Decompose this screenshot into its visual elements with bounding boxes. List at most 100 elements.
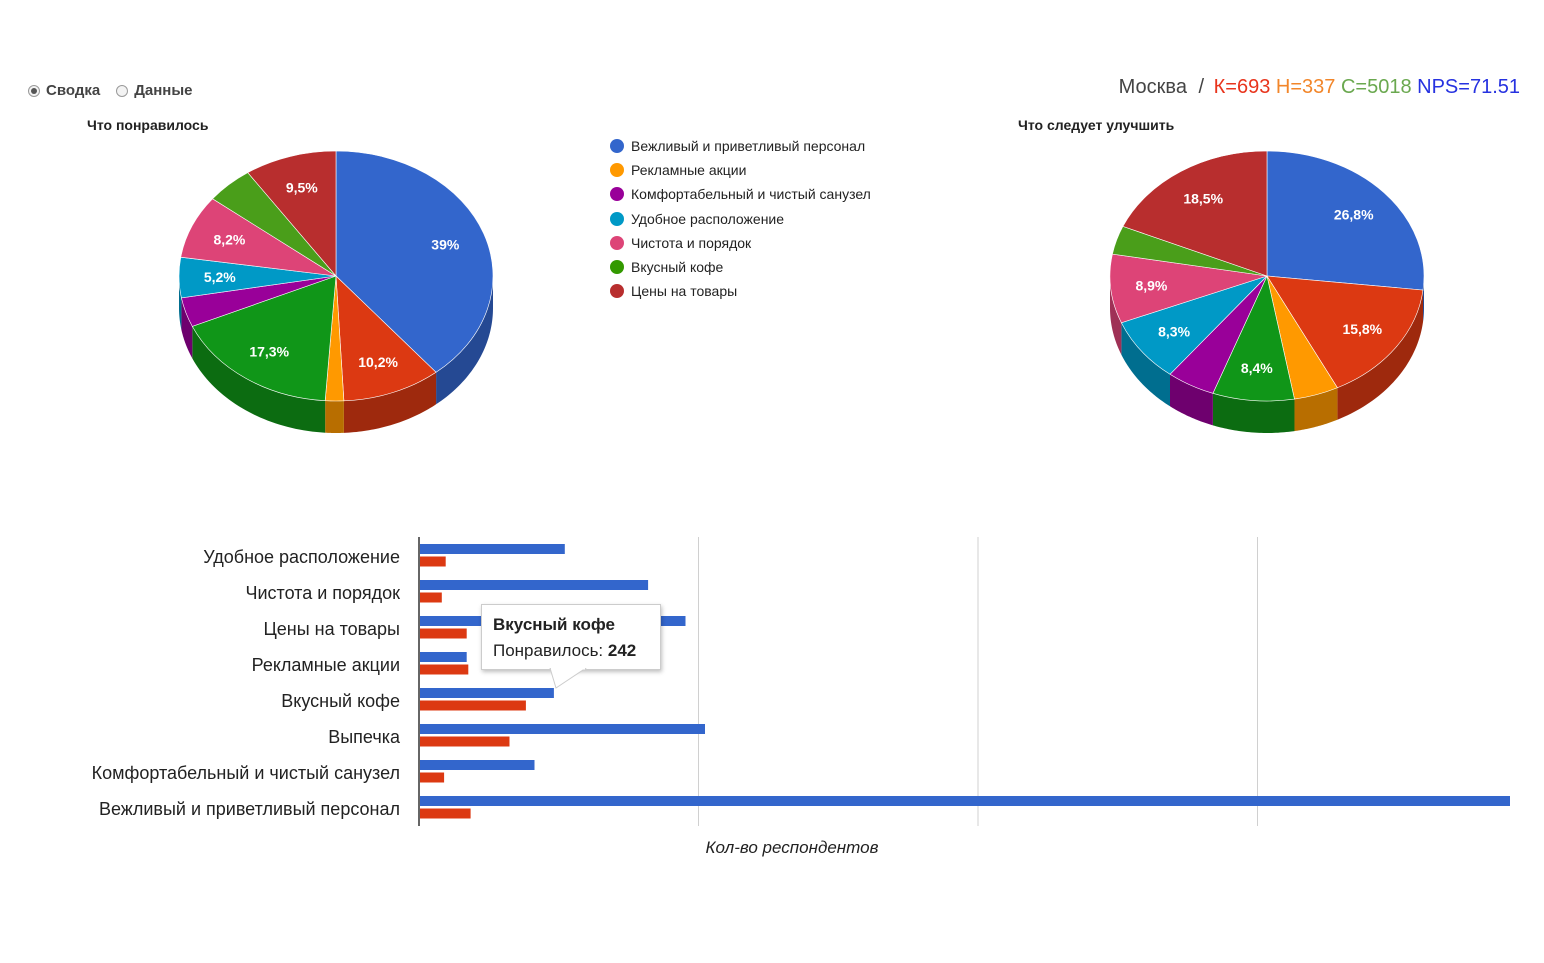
legend-label: Вкусный кофе — [631, 259, 724, 276]
radio-data[interactable]: Данные — [116, 82, 193, 99]
pie-slice-label: 17,3% — [249, 344, 289, 360]
pie-slice-label: 9,5% — [286, 180, 318, 196]
legend-item[interactable]: Комфортабельный и чистый санузел — [610, 182, 871, 206]
pie-slice-label: 8,2% — [213, 231, 245, 247]
pie-slice-side — [181, 297, 193, 359]
pie-slice-side — [325, 400, 344, 433]
bar-liked[interactable] — [420, 724, 705, 734]
tooltip-body: Понравилось: 242 — [493, 641, 660, 661]
legend-label: Комфортабельный и чистый санузел — [631, 186, 871, 203]
pie-slice-side — [1423, 276, 1424, 323]
legend-label: Чистота и порядок — [631, 234, 752, 251]
pie-slice-side — [1121, 322, 1170, 407]
bar-improve[interactable] — [420, 664, 469, 675]
bar-liked[interactable] — [420, 544, 565, 554]
legend-item[interactable]: Чистота и порядок — [610, 231, 871, 255]
pie-slice-side — [436, 276, 493, 405]
legend-item[interactable]: Вкусный кофе — [610, 255, 871, 279]
stat-k: К=693 — [1213, 76, 1271, 98]
legend-dot — [610, 235, 624, 250]
bar-category-label: Выпечка — [328, 727, 401, 747]
bar-x-axis-label: Кол-во респондентов — [706, 838, 879, 857]
pie-improve-title: Что следует улучшить — [1018, 117, 1175, 133]
bar-liked[interactable] — [420, 688, 554, 698]
pie-slice-label: 5,2% — [204, 269, 236, 285]
pie-slice-label: 15,8% — [1342, 321, 1382, 337]
pie-slice-label: 10,2% — [358, 354, 398, 370]
header-stats: Москва / К=693 Н=337 С=5018 NPS=71.51 — [1119, 76, 1520, 99]
pie-slice[interactable] — [335, 150, 494, 373]
bar-category-label: Чистота и порядок — [245, 583, 400, 603]
bar-improve[interactable] — [420, 736, 510, 747]
bar-improve[interactable] — [420, 592, 442, 603]
pie-slice-side — [1337, 290, 1423, 420]
bar-improve[interactable] — [420, 556, 446, 567]
bar-liked[interactable] — [420, 580, 649, 590]
pie-slice-label: 18,5% — [1183, 191, 1223, 207]
stat-nps: NPS=71.51 — [1417, 76, 1520, 98]
legend-dot — [610, 139, 624, 154]
bar-improve[interactable] — [420, 808, 471, 819]
bar-improve[interactable] — [420, 772, 445, 783]
stats-separator: / — [1198, 76, 1205, 98]
radio-summary-dot[interactable] — [28, 84, 40, 97]
bar-improve[interactable] — [420, 700, 526, 711]
bar-improve[interactable] — [420, 628, 467, 639]
tooltip-pointer — [549, 668, 587, 689]
bar-chart[interactable]: Удобное расположение Чистота и порядок Цен… — [92, 537, 1510, 826]
bar-liked[interactable] — [420, 652, 467, 662]
legend-dot — [610, 260, 624, 275]
pie-liked-title: Что понравилось — [87, 117, 209, 133]
pie-slice[interactable] — [335, 275, 437, 402]
pie-slice-label: 26,8% — [1334, 206, 1374, 222]
pie-slice-side — [1110, 276, 1122, 355]
legend-item[interactable]: Рекламные акции — [610, 158, 871, 182]
stat-c: С=5018 — [1340, 76, 1412, 98]
pie-improve[interactable]: 26,8% 15,8% 8,4% 8,3% 8,9% 18,5% — [1109, 150, 1425, 433]
legend-dot — [610, 284, 624, 299]
pie-slice-side — [1170, 374, 1213, 426]
legend-item[interactable]: Удобное расположение — [610, 207, 871, 231]
pie-slice-side — [343, 372, 437, 433]
pie-slice[interactable] — [1266, 275, 1424, 389]
bar-liked[interactable] — [420, 796, 1510, 806]
view-toggle: Сводка Данные — [28, 82, 201, 99]
legend-label: Рекламные акции — [631, 162, 747, 179]
pie-liked[interactable]: 39% 10,2% 17,3% 5,2% 8,2% 9,5% — [178, 150, 494, 433]
tooltip-value: 242 — [607, 641, 637, 660]
pie-slice[interactable] — [1122, 150, 1268, 277]
stat-h: Н=337 — [1275, 76, 1336, 98]
bar-category-label: Вкусный кофе — [281, 691, 400, 711]
city-name: Москва — [1118, 76, 1187, 98]
tooltip-title: Вкусный кофе — [493, 615, 616, 634]
radio-summary[interactable]: Сводка — [28, 82, 100, 99]
legend-dot — [610, 211, 624, 226]
legend-item[interactable]: Вежливый и приветливый персонал — [610, 134, 871, 158]
pie-slice-label: 39% — [431, 237, 460, 253]
pie-slice-label: 8,4% — [1241, 360, 1273, 376]
pie-slice[interactable] — [1109, 253, 1268, 324]
pie-slice-label: 8,3% — [1158, 324, 1190, 340]
radio-data-label[interactable]: Данные — [134, 82, 193, 99]
pie-slice-side — [192, 326, 326, 433]
pie-slice[interactable] — [191, 275, 337, 402]
legend-label: Вежливый и приветливый персонал — [631, 138, 866, 155]
pie-slice-label: 8,9% — [1135, 278, 1167, 294]
pie-slice[interactable] — [247, 150, 337, 277]
bar-category-label: Комфортабельный и чистый санузел — [92, 763, 400, 783]
bar-liked[interactable] — [420, 760, 535, 770]
bar-tooltip: Вкусный кофе Понравилось: 242 — [481, 604, 661, 670]
radio-data-dot[interactable] — [116, 84, 129, 97]
tooltip-label: Понравилось: — [493, 641, 604, 660]
pie-slice-side — [1294, 387, 1338, 432]
bar-category-label: Рекламные акции — [252, 655, 400, 675]
bar-category-label: Удобное расположение — [203, 547, 400, 567]
bar-category-label: Цены на товары — [263, 619, 400, 639]
radio-summary-label[interactable]: Сводка — [46, 82, 101, 99]
legend-item[interactable]: Цены на товары — [610, 279, 871, 303]
legend-dot — [610, 163, 624, 178]
legend-label: Цены на товары — [631, 283, 738, 300]
pie-slice[interactable] — [1266, 150, 1425, 291]
legend-dot — [610, 187, 624, 202]
